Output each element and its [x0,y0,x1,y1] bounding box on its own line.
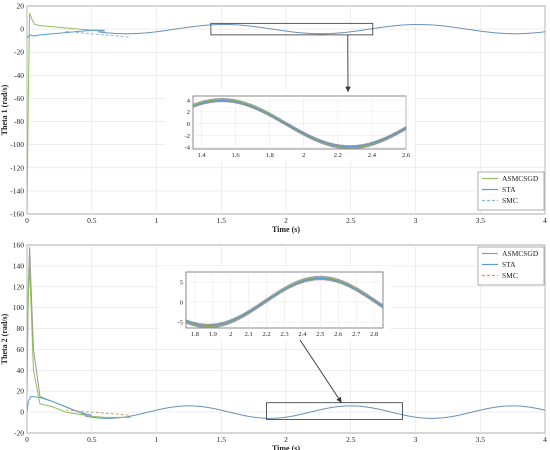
inset-y-tick-label: -4 [185,145,191,152]
x-tick-label: 4 [543,216,547,225]
inset-y-tick-label: 5 [180,279,183,286]
legend-label: ASMCSGD [502,174,539,183]
x-tick-label: 3.5 [476,435,486,444]
sta-steady-line [98,24,545,35]
inset-x-tick-label: 2.1 [245,331,253,338]
legend: ASMCSGD STA SMC [477,246,545,286]
series-smc [65,30,131,38]
inset-y-tick-label: 0 [180,299,183,306]
legend: ASMCSGD STA SMC [477,171,545,211]
y-tick-label: -100 [10,140,24,149]
x-tick-label: 1 [155,435,159,444]
x-axis-label: Time (s) [272,444,300,450]
y-tick-label: -60 [14,94,24,103]
y-axis-label: Theta 2 (rad/s) [0,313,9,364]
x-tick-label: 2 [284,216,288,225]
y-tick-label: 40 [17,366,25,375]
inset-y-tick-label: 2 [187,109,190,116]
y-tick-label: -20 [14,429,24,438]
y-tick-label: 0 [20,408,24,417]
inset-x-tick-label: 1.8 [266,152,274,159]
inset-x-tick-label: 2.8 [370,331,378,338]
inset-x-tick-label: 1.8 [191,331,199,338]
x-tick-label: 3.5 [476,216,486,225]
legend-label: STA [502,185,516,194]
inset-x-tick-label: 2.6 [334,331,343,338]
x-tick-label: 3 [414,216,418,225]
x-tick-label: 1 [155,216,159,225]
inset-x-tick-label: 2.2 [263,331,271,338]
inset-series-sta [193,100,406,148]
x-tick-label: 2.5 [346,216,356,225]
inset-x-tick-label: 2.2 [334,152,342,159]
x-tick-label: 0 [25,216,29,225]
inset-x-tick-label: 2.3 [280,331,288,338]
inset-x-tick-label: 1.6 [232,152,241,159]
y-tick-label: -160 [10,210,24,219]
inset-y-tick-label: -2 [185,133,190,140]
y-tick-label: 20 [17,387,25,396]
subplot-2: 0 0.5 1 1.5 2 2.5 3 3.5 4160140120100806040200-2… [0,241,547,450]
x-tick-label: 1.5 [217,435,227,444]
inset-x-tick-label: 2 [302,152,305,159]
series-asmcsgd-green [27,265,131,418]
x-tick-label: 4 [543,435,547,444]
inset-series-sta [186,278,383,326]
x-tick-label: 0.5 [87,216,97,225]
x-tick-label: 2.5 [346,435,356,444]
inset-x-tick-label: 2.7 [352,331,361,338]
y-tick-label: 140 [13,261,25,270]
subplot-1: 0 0.5 1 1.5 2 2.5 3 3.5 4200-20-40-60-80-100-120… [0,2,547,235]
legend-label: ASMCSGD [502,249,539,258]
x-tick-label: 0 [25,435,29,444]
inset-x-tick-label: 1.9 [209,331,217,338]
inset-series-green [186,276,383,327]
y-tick-label: 80 [17,324,25,333]
inset-x-tick-label: 2.4 [298,331,307,338]
inset-area [192,95,407,150]
y-tick-label: -40 [14,71,24,80]
legend-label: SMC [502,196,518,205]
y-tick-label: 120 [13,282,25,291]
inset-y-tick-label: 4 [187,97,191,104]
y-tick-label: 100 [13,303,25,312]
zoom-arrow [299,339,342,403]
inset-plot: 1.8 1.9 2 2.1 2.2 2.3 2.4 2.5 2.6 2.7 2.8 5 0 -5 [158,266,391,340]
zoom-window [266,402,403,420]
y-axis-label: Theta 1 (rad/s) [0,84,9,135]
y-tick-label: -120 [10,163,24,172]
inset-y-tick-label: 0 [187,121,190,128]
y-tick-label: 60 [17,345,25,354]
inset-x-tick-label: 2.6 [402,152,411,159]
y-tick-label: -140 [10,186,24,195]
sta-steady-line [85,405,545,419]
x-tick-label: 2 [284,435,288,444]
inset-x-tick-label: 2 [229,331,232,338]
legend-label: STA [502,260,516,269]
series-sta [27,29,105,39]
series-group [27,247,545,419]
y-tick-label: 160 [13,241,25,250]
x-tick-label: 3 [414,435,418,444]
zoom-window [210,22,374,36]
series-asmcsgd [27,12,105,212]
series-smc [65,409,131,416]
legend-label: SMC [502,271,518,280]
inset-series-group [186,275,383,328]
inset-x-tick-label: 2.4 [368,152,377,159]
y-tick-label: 0 [20,25,24,34]
x-axis-label: Time (s) [272,225,300,234]
inset-x-tick-label: 2.5 [316,331,324,338]
inset-y-tick-label: -5 [178,319,183,326]
x-tick-label: 1.5 [217,216,227,225]
inset-plot: 1.4 1.6 1.8 2 2.2 2.4 2.6 4 2 0 -2 -4 [165,90,414,161]
y-tick-label: -20 [14,48,24,57]
series-group [27,12,545,212]
y-tick-label: -80 [14,117,24,126]
x-tick-label: 0.5 [87,435,97,444]
inset-x-tick-label: 1.4 [197,152,206,159]
y-tick-label: 20 [17,2,25,11]
inset-series-group [193,98,406,149]
